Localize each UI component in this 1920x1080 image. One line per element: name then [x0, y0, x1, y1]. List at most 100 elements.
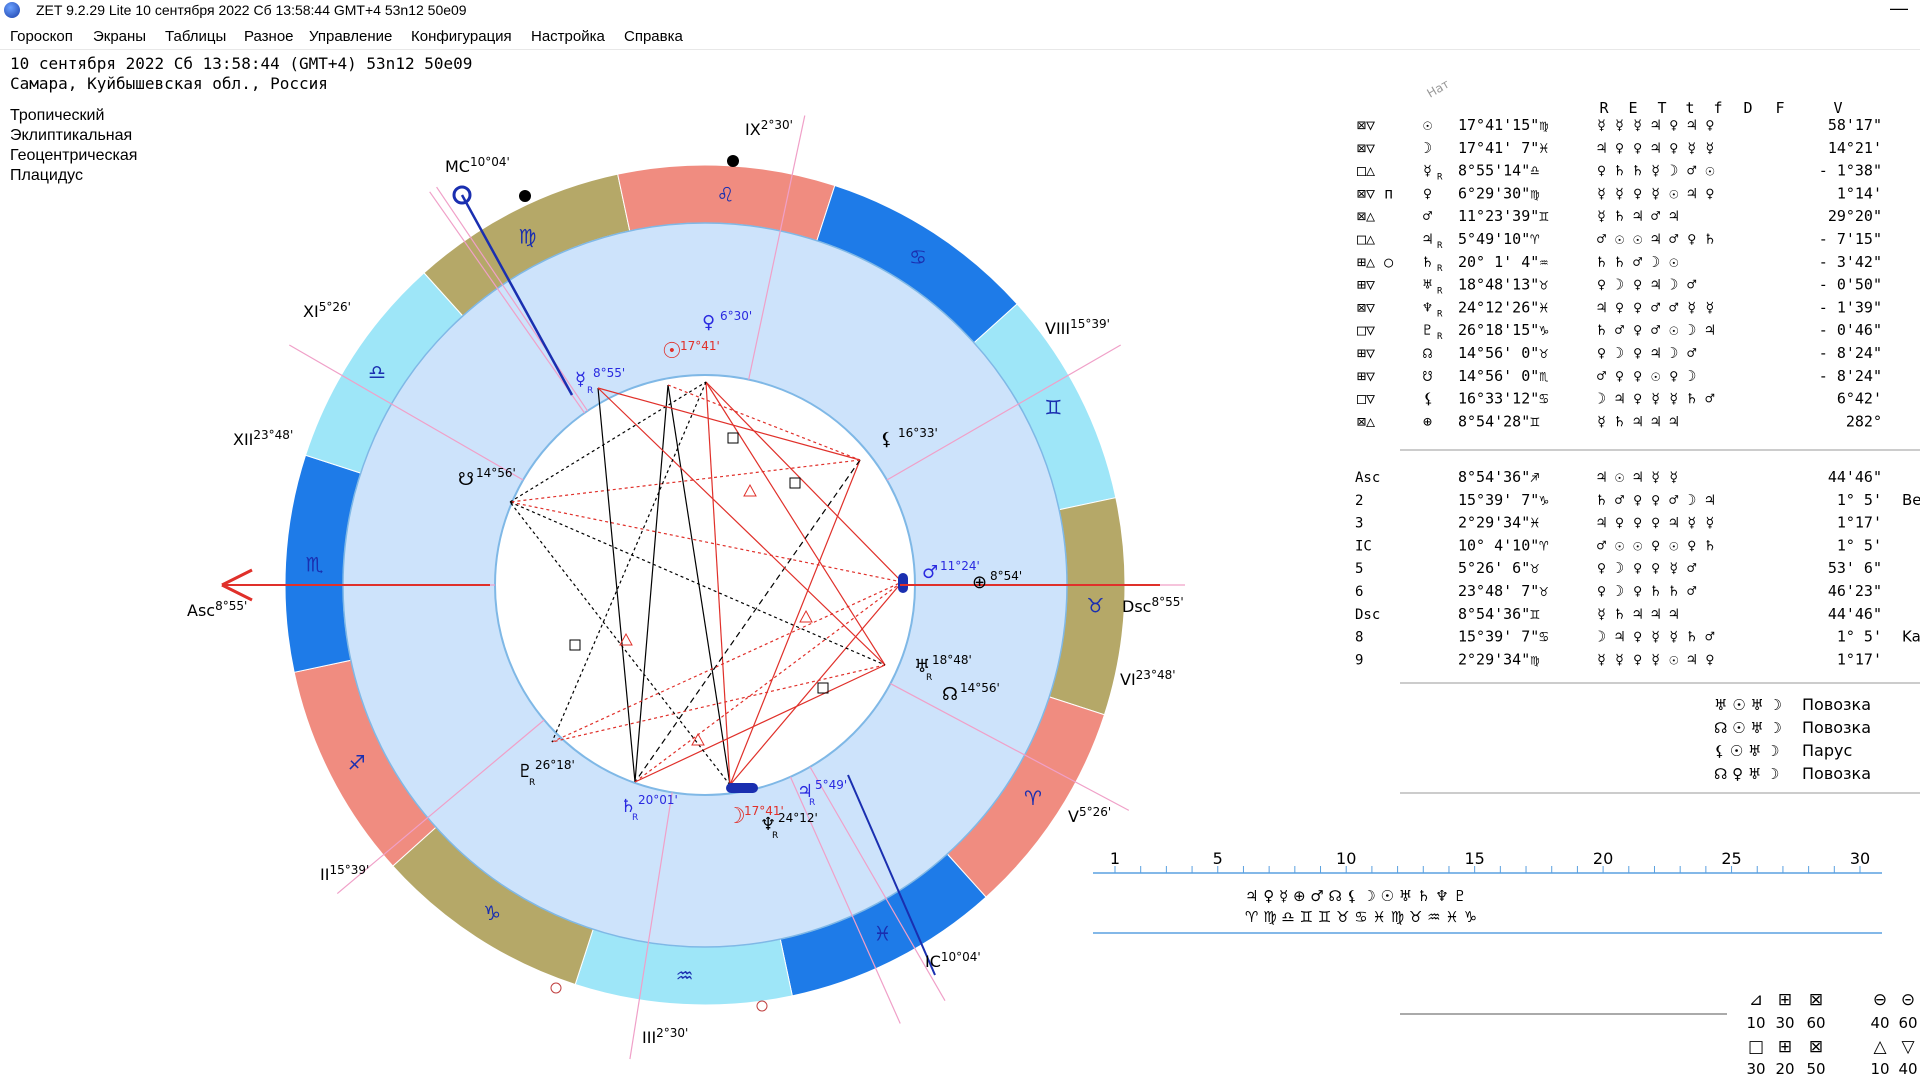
aspect-count-value: 40: [1870, 1014, 1889, 1032]
aspect-count-value: 30: [1775, 1014, 1794, 1032]
planet-speed: - 1°38": [1819, 162, 1882, 180]
setting-coordinates: Эклиптикальная: [10, 127, 133, 144]
planet-glyph-icon: ♀: [1423, 184, 1432, 202]
retrograde-marker: R: [926, 673, 932, 683]
retrograde-marker: R: [1437, 241, 1443, 251]
house-position: 10° 4'10"♈: [1458, 536, 1548, 554]
house-cusp-label: Dsc8°55': [1122, 595, 1184, 616]
retrograde-marker: R: [587, 386, 593, 396]
title-bar: ZET 9.2.29 Lite 10 сентября 2022 Сб 13:5…: [0, 0, 1920, 22]
planet-glyph-icon: ♄: [1423, 253, 1432, 271]
minimize-button[interactable]: —: [1890, 0, 1908, 18]
house-cusp-label: IC10°04': [925, 950, 981, 971]
config-name: Повозка: [1802, 764, 1871, 783]
menu-control[interactable]: Управление: [309, 28, 393, 45]
ring-dot: [756, 1000, 768, 1012]
planet-degree-label: 18°48': [932, 653, 972, 667]
menu-horoscope[interactable]: Гороскоп: [10, 28, 73, 45]
planet-glyph-icon: ☉: [1423, 116, 1432, 134]
house-value: 46'23": [1828, 582, 1882, 600]
house-label: 9: [1355, 652, 1363, 668]
house-value: 1°17': [1837, 514, 1882, 532]
aspect-line: [597, 387, 861, 461]
aspect-count-value: 10: [1870, 1060, 1889, 1078]
planet-position: 18°48'13"♉: [1458, 276, 1548, 294]
zodiac-ring: ♍ ♌ ♋ ♊ ♉ ♈ ♓ ♒ ♑ ♐ ♏ ♎: [284, 164, 1126, 1006]
planet-speed: - 0'46": [1819, 321, 1882, 339]
aspect-line: [634, 664, 886, 783]
aspect-zone: [494, 374, 916, 796]
planet-position: 17°41' 7"♓: [1458, 139, 1548, 157]
menu-settings[interactable]: Настройка: [531, 28, 605, 45]
planet-position: 6°29'30"♍: [1458, 184, 1539, 202]
house-label: 5: [1355, 561, 1363, 577]
house-value: 1°17': [1837, 650, 1882, 668]
planet-degree-label: 24°12': [778, 811, 818, 825]
planet-rulers: ♃ ♀ ♀ ♂ ♂ ☿ ☿: [1597, 298, 1714, 316]
aspect-line: [509, 501, 886, 666]
menu-help[interactable]: Справка: [624, 28, 683, 45]
degree-tick-label: 1: [1110, 849, 1120, 868]
planet-degree-label: 8°54': [990, 569, 1022, 583]
degree-scale: 1 5 10 15 20 25 30♃ ♀ ☿ ⊕ ♂ ☊ ⚸ ☽ ☉ ♅ ♄ ♆ ♇♈ ♍…: [1093, 849, 1882, 926]
planet-rulers: ☿ ♄ ♃ ♃ ♃: [1597, 412, 1678, 430]
house-cusp-label: II15°39': [320, 863, 369, 884]
planet-glyph-icon: ☉: [662, 339, 682, 364]
planet-position: 14°56' 0"♏: [1458, 367, 1548, 385]
aspect-count-value: 30: [1746, 1060, 1765, 1078]
menu-screens[interactable]: Экраны: [93, 28, 147, 45]
planet-position: 8°54'28"♊: [1458, 412, 1539, 430]
retrograde-marker: R: [772, 831, 778, 841]
aspect-count-value: 20: [1775, 1060, 1794, 1078]
planet-position: 16°33'12"♋: [1458, 390, 1548, 408]
config-glyphs: ☊ ☉ ♅ ☽: [1714, 719, 1782, 737]
planet-rulers: ☽ ♃ ♀ ☿ ☿ ♄ ♂: [1597, 390, 1714, 408]
house-cusp-labels: MC10°04' IX2°30' VIII15°39' Dsc8°55' VI23°48…: [187, 118, 1184, 1047]
house-label: 6: [1355, 584, 1363, 600]
house-rulers: ☿ ♄ ♃ ♃ ♃: [1597, 605, 1678, 623]
menu-misc[interactable]: Разное: [244, 28, 294, 45]
zodiac-sign-label: ♍: [519, 225, 537, 249]
house-cusp-line: [809, 766, 946, 1001]
retrograde-marker: R: [632, 813, 638, 823]
planet-rulers: ♂ ♀ ♀ ☉ ♀ ☽: [1597, 367, 1696, 385]
aspect-line: [597, 387, 886, 666]
setting-center: Геоцентрическая: [10, 147, 138, 164]
planet-rulers: ♀ ♄ ♄ ☿ ☽ ♂ ☉: [1597, 162, 1714, 180]
planet-rulers: ☿ ♄ ♃ ♂ ♃: [1597, 207, 1678, 225]
house-cusp-label: MC10°04': [445, 155, 510, 176]
chart-settings: Тропический Эклиптикальная Геоцентрическ…: [10, 106, 137, 186]
planet-position: 24°12'26"♓: [1458, 298, 1548, 316]
retrograde-marker: R: [1437, 287, 1443, 297]
aspect-line: [729, 581, 903, 786]
planet-rulers: ♄ ♄ ♂ ☽ ☉: [1597, 253, 1678, 271]
planet-rulers: ♀ ☽ ♀ ♃ ☽ ♂: [1597, 276, 1696, 294]
planet-glyph-icon: ☊: [942, 684, 958, 705]
chart-place: Самара, Куйбышевская обл., Россия: [10, 74, 328, 93]
window-title: ZET 9.2.29 Lite 10 сентября 2022 Сб 13:5…: [36, 2, 467, 18]
aspect-marks: ⊠▽: [1357, 139, 1375, 157]
natal-label: Нат: [1425, 77, 1452, 101]
menu-tables[interactable]: Таблицы: [165, 28, 227, 45]
house-cusp-line: [890, 683, 1130, 811]
planet-position: 17°41'15"♍: [1458, 116, 1548, 134]
aspect-line: [729, 459, 861, 786]
planet-glyphs: ☉17°41'♀ 6°30'☿ 8°55'R⚸ 16°33'♂ 11°24'⊕ 8°54'…: [458, 309, 1022, 841]
aspect-marks: ⊠△: [1357, 207, 1375, 225]
house-label: IC: [1355, 538, 1372, 554]
aspect-marks: ⊠△: [1357, 412, 1375, 430]
table-header: E: [1628, 99, 1637, 117]
axis-mc-ic: [452, 185, 936, 976]
aspect-square-marker: [789, 477, 801, 489]
house-cusp-line: [748, 115, 806, 380]
menu-configuration[interactable]: Конфигурация: [411, 28, 512, 45]
retrograde-marker: R: [1437, 264, 1443, 274]
house-value: 1° 5': [1837, 536, 1882, 554]
planet-speed: - 1'39": [1819, 298, 1882, 316]
house-value: 53' 6": [1828, 559, 1882, 577]
planet-speed: 14°21': [1828, 139, 1882, 157]
aspect-line: [667, 384, 731, 786]
house-position: 15°39' 7"♋: [1458, 628, 1548, 646]
planet-position: 8°55'14"♎: [1458, 162, 1539, 180]
planet-speed: - 0'50": [1819, 276, 1882, 294]
